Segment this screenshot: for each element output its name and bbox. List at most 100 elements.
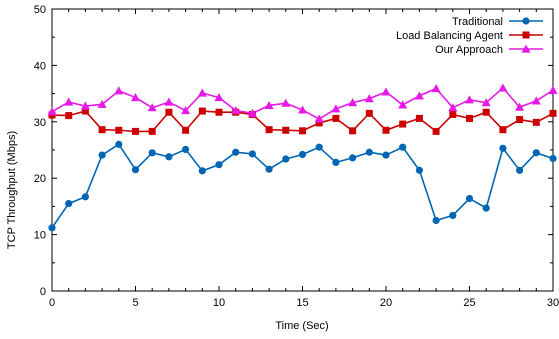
data-point	[414, 91, 424, 100]
data-point	[382, 151, 390, 159]
x-tick-label: 15	[296, 297, 308, 309]
data-point	[265, 126, 273, 134]
y-tick-label: 50	[34, 4, 46, 16]
series-line	[51, 86, 554, 120]
series-our-approach	[47, 83, 558, 123]
data-point	[549, 154, 557, 163]
legend-marker	[522, 17, 530, 25]
data-point	[98, 126, 106, 134]
data-point	[131, 166, 140, 174]
data-point	[298, 105, 307, 114]
data-point	[499, 126, 507, 134]
data-point	[114, 86, 124, 95]
data-point	[298, 150, 307, 159]
data-point	[382, 126, 390, 134]
data-point	[348, 98, 358, 107]
data-point	[315, 119, 323, 127]
data-point	[64, 97, 74, 106]
y-tick-label: 0	[40, 286, 46, 298]
x-tick-label: 5	[132, 297, 138, 309]
data-point	[115, 140, 123, 148]
data-point	[449, 110, 457, 118]
y-tick-label: 30	[34, 117, 46, 129]
data-point	[264, 100, 274, 110]
data-point	[147, 103, 157, 112]
data-point	[364, 94, 374, 103]
x-tick-label: 20	[380, 297, 392, 309]
legend-marker	[522, 31, 530, 39]
legend-label: Our Approach	[435, 44, 503, 56]
data-point	[215, 108, 223, 116]
data-point	[449, 211, 457, 220]
legend: Traditional Load Balancing Agent Our Appro…	[396, 16, 543, 56]
data-point	[81, 107, 89, 115]
data-point	[47, 107, 57, 116]
data-point	[214, 93, 224, 102]
data-point	[531, 96, 541, 105]
legend-entry: Load Balancing Agent	[396, 30, 543, 42]
data-point	[182, 145, 190, 154]
data-point	[332, 158, 340, 167]
series-layer	[47, 83, 558, 232]
data-point	[532, 118, 540, 126]
data-point	[432, 127, 440, 135]
data-point	[65, 112, 73, 120]
data-point	[415, 166, 423, 174]
data-point	[80, 101, 90, 110]
data-point	[398, 100, 408, 109]
data-point	[281, 98, 291, 107]
data-point	[314, 114, 324, 123]
data-point	[148, 149, 156, 157]
data-point	[381, 87, 391, 96]
data-point	[131, 93, 140, 102]
data-point	[499, 144, 507, 152]
data-point	[349, 127, 357, 135]
data-point	[515, 102, 525, 111]
data-point	[516, 166, 524, 174]
legend-entry: Our Approach	[435, 44, 543, 56]
data-point	[248, 150, 256, 158]
data-point	[549, 109, 557, 117]
axes-layer: 0 10 20 30 40 50 0 5 10 15 20 25 30	[34, 4, 559, 309]
data-point	[81, 193, 89, 201]
legend-entry: Traditional	[452, 16, 543, 28]
data-point	[465, 194, 474, 203]
data-point	[198, 107, 206, 115]
data-point	[232, 148, 240, 156]
data-point	[198, 167, 206, 175]
data-point	[282, 126, 290, 134]
data-point	[48, 224, 56, 232]
data-point	[247, 108, 257, 117]
data-point	[182, 126, 190, 134]
data-point	[431, 84, 441, 93]
data-point	[415, 114, 423, 122]
y-tick-label: 40	[34, 60, 46, 72]
series-traditional	[48, 140, 557, 232]
data-point	[181, 106, 191, 115]
data-point	[466, 114, 473, 122]
x-axis-label: Time (Sec)	[275, 320, 328, 332]
data-point	[165, 153, 173, 161]
data-point	[115, 126, 123, 134]
y-tick-label: 20	[34, 173, 46, 185]
data-point	[365, 109, 373, 117]
data-point	[481, 98, 491, 107]
data-point	[482, 204, 490, 212]
data-point	[97, 99, 107, 108]
data-point	[132, 127, 139, 135]
data-point	[448, 103, 458, 112]
data-point	[399, 120, 407, 128]
data-point	[482, 108, 490, 116]
data-point	[331, 104, 341, 113]
x-tick-label: 25	[463, 297, 475, 309]
data-point	[164, 97, 174, 106]
data-point	[332, 114, 340, 122]
data-point	[432, 216, 440, 225]
data-point	[315, 143, 323, 151]
y-tick-label: 10	[34, 230, 46, 242]
legend-marker	[521, 44, 531, 53]
data-point	[148, 127, 156, 135]
data-point	[265, 165, 273, 173]
data-point	[231, 106, 241, 115]
